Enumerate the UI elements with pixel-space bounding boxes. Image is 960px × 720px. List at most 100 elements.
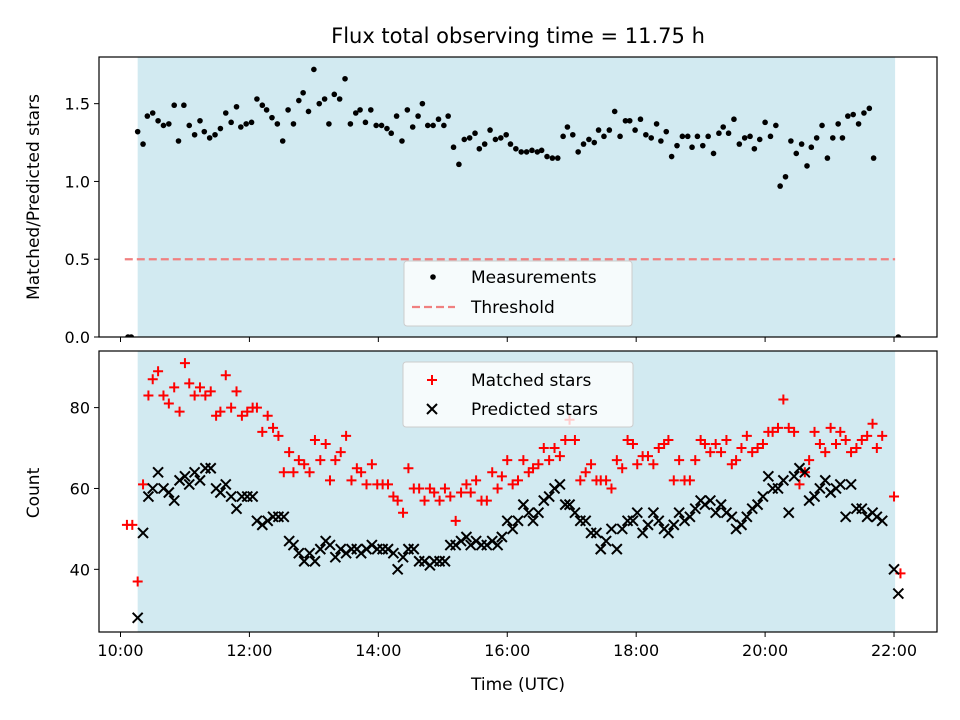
matched-stars-point <box>471 475 482 486</box>
legend-box <box>403 260 633 327</box>
measurement-point <box>197 117 203 124</box>
matched-stars-point <box>304 467 315 478</box>
measurement-point <box>747 133 753 140</box>
x-tick-label: 12:00 <box>226 641 272 660</box>
predicted-stars-point <box>563 498 576 511</box>
measurement-point <box>793 150 800 157</box>
matched-stars-point <box>606 483 617 494</box>
measurement-point <box>445 113 451 119</box>
predicted-stars-point <box>673 507 685 519</box>
legend-marker-predicted <box>426 403 438 415</box>
matched-stars-point <box>450 515 461 526</box>
measurement-point <box>756 136 763 143</box>
measurement-point <box>430 122 436 129</box>
predicted-stars-point <box>324 539 336 551</box>
predicted-stars-point <box>246 490 259 503</box>
predicted-stars-point <box>523 507 535 519</box>
matched-stars-point <box>189 390 200 401</box>
measurement-point <box>782 173 789 180</box>
matched-stars-point <box>622 434 633 445</box>
matched-stars-point <box>200 390 211 401</box>
matched-stars-point <box>273 430 284 441</box>
measurement-point <box>731 116 737 123</box>
matched-stars-point <box>278 467 289 478</box>
measurement-point <box>134 128 141 135</box>
matched-stars-point <box>538 443 549 454</box>
matched-stars-point <box>251 402 262 413</box>
measurement-point <box>311 66 317 73</box>
matched-stars-point <box>226 402 237 413</box>
measurement-point <box>601 133 607 140</box>
measurement-point <box>201 128 208 135</box>
matched-stars-point <box>569 434 580 445</box>
predicted-stars-point <box>662 527 675 539</box>
top-y-axis-label: Matched/Predicted stars <box>24 94 44 300</box>
measurement-point <box>222 110 229 116</box>
measurement-point <box>466 135 473 141</box>
predicted-stars-point <box>668 519 680 531</box>
measurement-point <box>819 122 825 129</box>
matched-stars-point <box>132 576 143 587</box>
measurement-point <box>773 122 779 129</box>
predicted-stars-point <box>647 507 660 519</box>
measurement-point <box>290 121 297 127</box>
predicted-stars-point <box>517 498 530 511</box>
matched-stars-point <box>544 455 555 466</box>
predicted-stars-point <box>892 587 905 600</box>
measurement-point <box>296 97 302 104</box>
measurement-point <box>513 145 519 152</box>
measurement-point <box>554 155 561 161</box>
measurement-point <box>378 122 385 129</box>
predicted-stars-point <box>163 486 175 499</box>
matched-stars-point <box>153 366 164 377</box>
measurement-point <box>399 138 405 144</box>
matched-stars-point <box>747 447 758 458</box>
measurement-point <box>751 145 758 152</box>
matched-stars-point <box>627 438 638 449</box>
matched-stars-point <box>575 475 586 486</box>
measurement-point <box>128 334 135 337</box>
predicted-stars-point <box>230 502 243 515</box>
matched-stars-point <box>789 426 800 437</box>
matched-stars-point <box>846 447 857 458</box>
matched-stars-point <box>242 406 253 417</box>
measurement-point <box>368 107 374 113</box>
matched-stars-point <box>288 467 299 478</box>
measurement-point <box>788 138 794 144</box>
measurement-point <box>160 122 167 129</box>
matched-stars-point <box>361 479 372 490</box>
predicted-stars-point <box>387 547 400 559</box>
measurement-point <box>404 107 411 113</box>
top-y-tick-label: 1.0 <box>65 172 90 191</box>
predicted-stars-point <box>684 511 696 523</box>
measurement-point <box>720 124 727 130</box>
measurement-point <box>538 147 545 154</box>
predicted-stars-point <box>496 531 508 543</box>
predicted-stars-point <box>439 555 451 567</box>
top-plot-area <box>124 57 902 337</box>
legend-marker-matched <box>427 375 437 385</box>
legend-label-matched: Matched stars <box>471 371 591 391</box>
predicted-stars-point <box>876 515 888 527</box>
predicted-stars-point <box>309 555 321 567</box>
measurement-point <box>206 135 213 141</box>
predicted-stars-point <box>391 563 404 576</box>
bottom-legend: Matched stars Predicted stars <box>402 361 634 428</box>
matched-stars-point <box>648 459 659 470</box>
predicted-stars-point <box>709 507 722 519</box>
measurement-point <box>855 121 862 127</box>
measurement-point <box>233 103 240 110</box>
bottom-y-tick-label: 60 <box>70 479 90 498</box>
measurement-point <box>575 149 581 155</box>
matched-stars-point <box>487 467 498 478</box>
matched-stars-point <box>862 430 873 441</box>
predicted-stars-point <box>298 555 310 567</box>
matched-stars-point <box>284 447 295 458</box>
matched-stars-point <box>445 491 456 502</box>
matched-stars-point <box>174 406 185 417</box>
matched-stars-point <box>163 398 174 409</box>
matched-stars-point <box>528 463 539 474</box>
matched-stars-point <box>215 406 226 417</box>
measurement-point <box>487 127 493 133</box>
measurement-point <box>663 128 670 135</box>
